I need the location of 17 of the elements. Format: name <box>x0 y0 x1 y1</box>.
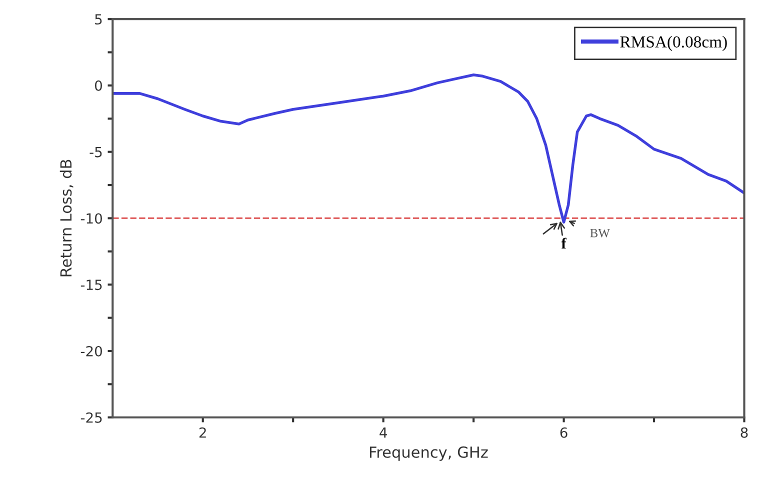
x-tick-label: 2 <box>199 427 206 438</box>
x-tick-label: 6 <box>560 427 568 438</box>
y-axis-title: Return Loss, dB <box>60 160 74 276</box>
y-tick-label: -20 <box>80 346 102 356</box>
y-tick-label: -15 <box>80 280 102 290</box>
y-tick-label: 0 <box>94 80 102 91</box>
legend-label: RMSA(0.08cm) <box>620 36 727 51</box>
y-tick-label: -5 <box>90 146 102 158</box>
y-tick-label: -10 <box>80 213 102 224</box>
y-tick-label: 5 <box>95 14 102 25</box>
x-axis-title: Frequency, GHz <box>370 446 488 461</box>
line-series <box>112 73 744 224</box>
x-tick-label: 4 <box>380 428 387 438</box>
annotation: f <box>561 238 566 248</box>
annotation: BW <box>590 228 610 238</box>
x-tick-label: 8 <box>740 427 748 438</box>
y-tick-label: -25 <box>80 412 102 423</box>
